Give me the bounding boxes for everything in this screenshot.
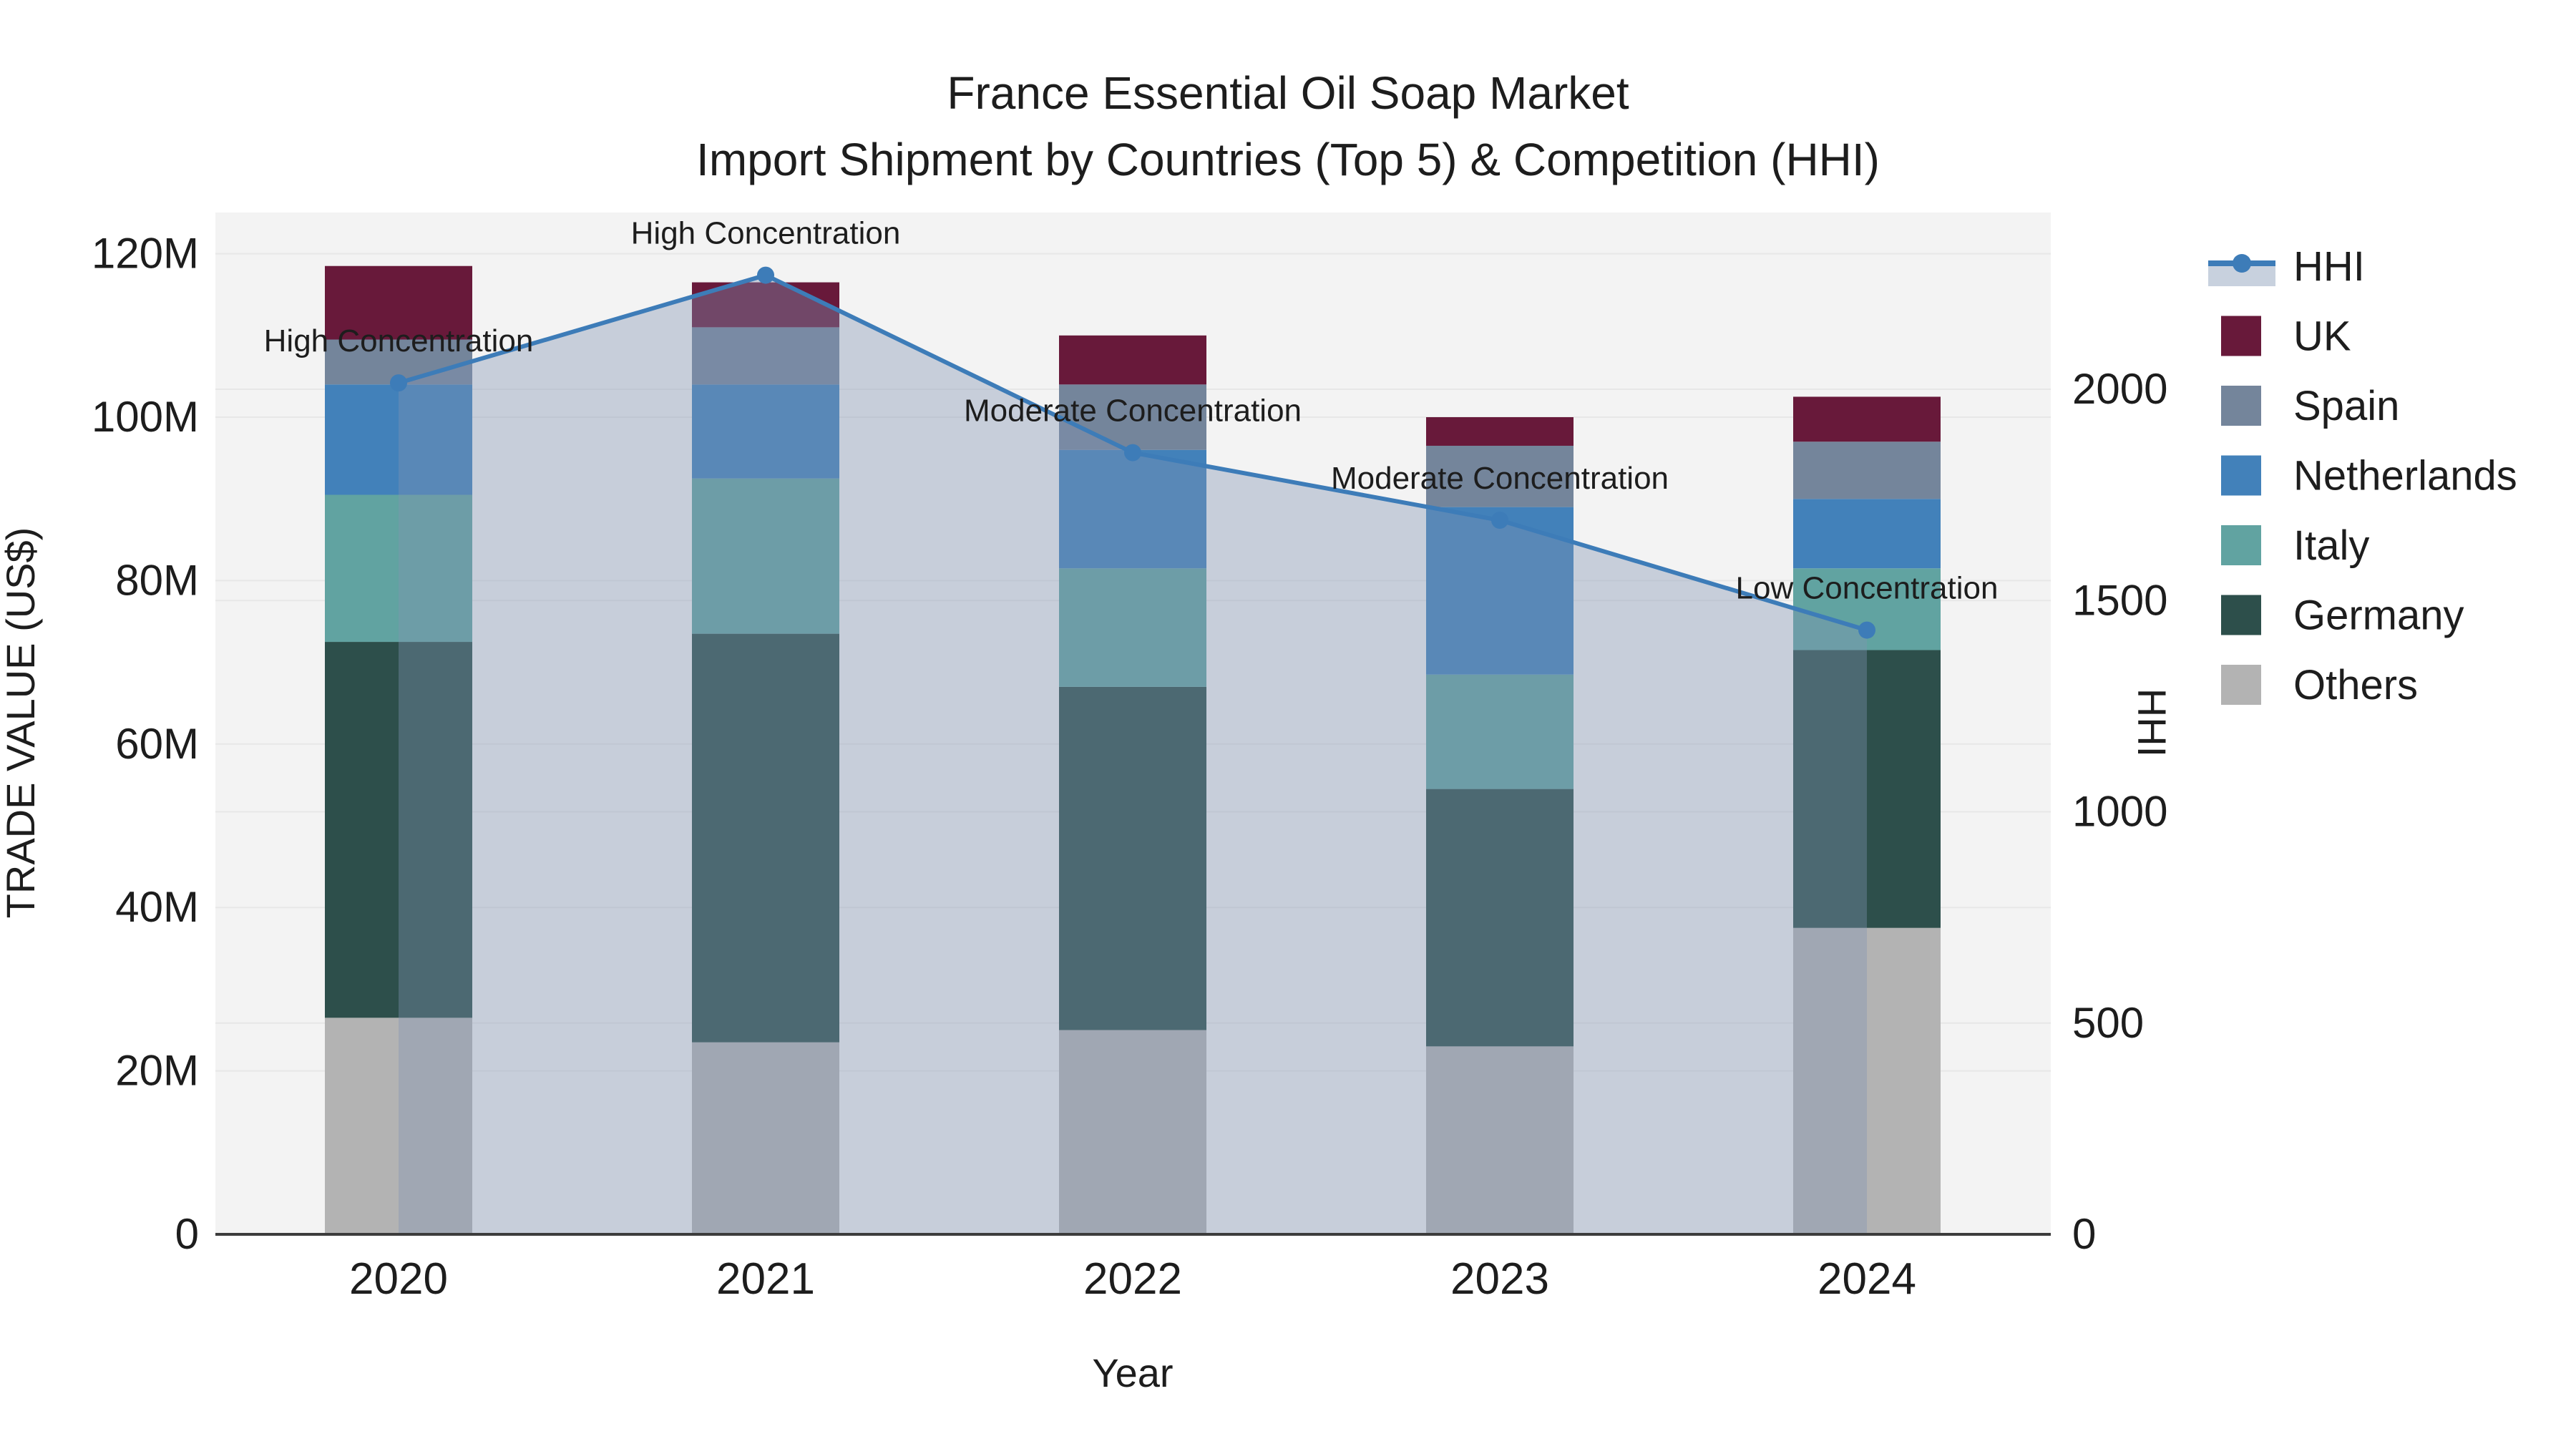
legend-item-hhi[interactable]: HHI (2208, 243, 2365, 290)
y-axis-right-title: HHI (2129, 688, 2175, 757)
y-left-tick-20M: 20M (115, 1047, 199, 1095)
chart-subtitle: Import Shipment by Countries (Top 5) & C… (696, 134, 1880, 185)
legend-label-others: Others (2293, 662, 2418, 708)
bar-segment-2021-italy[interactable] (692, 478, 839, 634)
legend-item-spain[interactable]: Spain (2221, 383, 2399, 429)
x-tick-2021: 2021 (716, 1254, 815, 1304)
bar-segment-2022-netherlands[interactable] (1059, 449, 1206, 569)
annotation-2024: Low Concentration (1736, 571, 1999, 606)
y-left-tick-120M: 120M (92, 230, 199, 278)
bar-segment-2023-others[interactable] (1426, 1046, 1574, 1234)
legend-label-italy: Italy (2293, 522, 2369, 569)
annotation-2021: High Concentration (631, 216, 901, 251)
legend-swatch-spain-icon (2221, 386, 2261, 426)
y-left-tick-100M: 100M (92, 393, 199, 441)
hhi-marker-2022[interactable] (1124, 444, 1141, 462)
bar-segment-2022-italy[interactable] (1059, 568, 1206, 687)
bar-segment-2021-netherlands[interactable] (692, 384, 839, 479)
x-tick-2024: 2024 (1818, 1254, 1916, 1304)
hhi-area-fill (399, 275, 1867, 1235)
legend-swatch-uk-icon (2221, 316, 2261, 356)
bar-segment-2024-others[interactable] (1793, 927, 1941, 1234)
legend-label-germany: Germany (2293, 592, 2464, 639)
y-left-tick-60M: 60M (115, 720, 199, 768)
hhi-marker-2020[interactable] (390, 374, 407, 392)
x-tick-2022: 2022 (1083, 1254, 1182, 1304)
chart-title: France Essential Oil Soap Market (947, 67, 1629, 119)
legend-item-others[interactable]: Others (2221, 662, 2418, 708)
y-left-tick-40M: 40M (115, 883, 199, 931)
legend-swatch-germany-icon (2221, 595, 2261, 635)
bar-segment-2020-germany[interactable] (325, 642, 472, 1018)
bar-segment-2022-germany[interactable] (1059, 686, 1206, 1030)
x-axis-title: Year (1092, 1350, 1173, 1395)
annotation-2020: High Concentration (264, 323, 534, 358)
y-right-tick-1500: 1500 (2072, 576, 2167, 624)
hhi-marker-2023[interactable] (1491, 512, 1508, 530)
x-tick-2023: 2023 (1450, 1254, 1549, 1304)
bar-segment-2021-others[interactable] (692, 1042, 839, 1234)
legend-label-hhi: HHI (2293, 243, 2365, 290)
y-left-tick-80M: 80M (115, 556, 199, 604)
legend-item-uk[interactable]: UK (2221, 313, 2351, 360)
bar-segment-2023-italy[interactable] (1426, 674, 1574, 789)
y-right-tick-500: 500 (2072, 999, 2144, 1047)
bar-segment-2020-italy[interactable] (325, 494, 472, 643)
bar-segment-2024-netherlands[interactable] (1793, 499, 1941, 569)
legend-item-netherlands[interactable]: Netherlands (2221, 453, 2517, 499)
y-right-tick-1000: 1000 (2072, 788, 2167, 836)
annotation-2023: Moderate Concentration (1331, 461, 1669, 496)
bar-segment-2022-others[interactable] (1059, 1030, 1206, 1235)
bar-segment-2024-germany[interactable] (1793, 650, 1941, 928)
bar-segment-2023-uk[interactable] (1426, 417, 1574, 446)
legend-label-netherlands: Netherlands (2293, 453, 2517, 499)
bar-segment-2024-uk[interactable] (1793, 396, 1941, 442)
legend-item-italy[interactable]: Italy (2221, 522, 2369, 569)
legend-label-spain: Spain (2293, 383, 2399, 429)
x-tick-2020: 2020 (349, 1254, 448, 1304)
y-right-tick-0: 0 (2072, 1210, 2096, 1258)
legend-swatch-netherlands-icon (2221, 455, 2261, 496)
legend-swatch-others-icon (2221, 665, 2261, 705)
bar-segment-2020-netherlands[interactable] (325, 384, 472, 495)
y-axis-left-title: TRADE VALUE (US$) (0, 527, 43, 919)
annotation-2022: Moderate Concentration (964, 394, 1302, 429)
bar-segment-2021-spain[interactable] (692, 327, 839, 385)
y-left-tick-0: 0 (175, 1210, 199, 1258)
hhi-marker-2024[interactable] (1858, 621, 1875, 639)
bar-segment-2021-germany[interactable] (692, 633, 839, 1043)
bar-segment-2024-spain[interactable] (1793, 441, 1941, 499)
legend-swatch-hhi-marker-icon (2233, 254, 2251, 273)
bar-segment-2020-uk[interactable] (325, 265, 472, 340)
bar-segment-2022-uk[interactable] (1059, 335, 1206, 385)
bar-segment-2023-germany[interactable] (1426, 789, 1574, 1047)
legend-item-germany[interactable]: Germany (2221, 592, 2464, 639)
y-right-tick-2000: 2000 (2072, 365, 2167, 413)
bar-segment-2020-others[interactable] (325, 1018, 472, 1234)
bar-segment-2022-spain[interactable] (1059, 384, 1206, 450)
legend-label-uk: UK (2293, 313, 2351, 360)
legend-swatch-italy-icon (2221, 525, 2261, 565)
bar-segment-2023-spain[interactable] (1426, 445, 1574, 507)
hhi-marker-2021[interactable] (757, 266, 774, 284)
